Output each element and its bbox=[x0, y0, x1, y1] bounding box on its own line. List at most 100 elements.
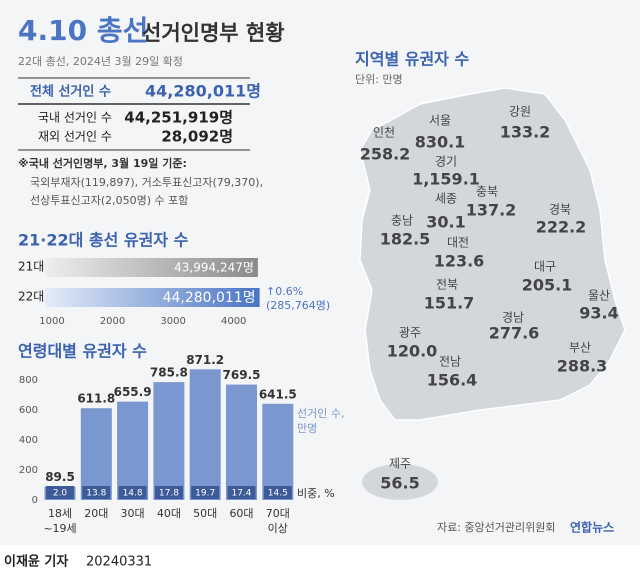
value-label: 655.9 bbox=[114, 385, 152, 399]
share-label: 13.8 bbox=[86, 489, 106, 499]
annotation: ↑0.6% bbox=[266, 285, 303, 298]
y-tick-label: 200 bbox=[19, 465, 38, 476]
value-label: 611.8 bbox=[77, 392, 115, 406]
x-tick-label: 50대 bbox=[193, 507, 218, 520]
y-tick-label: 400 bbox=[19, 435, 38, 446]
x-tick-label: 4000 bbox=[221, 316, 246, 327]
annotation: (285,764명) bbox=[266, 299, 330, 312]
region-value: 258.2 bbox=[360, 145, 411, 164]
share-label: 2.0 bbox=[53, 489, 68, 499]
share-box bbox=[82, 486, 111, 499]
y-tick-label: 800 bbox=[19, 375, 38, 386]
category-label: 21대 bbox=[18, 260, 44, 274]
share-label: 17.4 bbox=[231, 489, 251, 499]
region-value: 182.5 bbox=[380, 230, 431, 249]
value-label: 641.5 bbox=[259, 387, 297, 401]
region-name: 경북 bbox=[549, 203, 571, 217]
value-label: 89.5 bbox=[45, 470, 75, 484]
category-label: 22대 bbox=[18, 290, 44, 304]
region-name: 부산 bbox=[569, 341, 591, 355]
x-tick-label: 1000 bbox=[39, 316, 64, 327]
logo: 연합뉴스 bbox=[570, 520, 614, 535]
share-box bbox=[227, 486, 256, 499]
region-name: 전북 bbox=[436, 278, 458, 292]
region-value: 133.2 bbox=[500, 123, 551, 142]
region-name: 경기 bbox=[435, 155, 457, 169]
region-name: 인천 bbox=[373, 125, 395, 140]
bar bbox=[117, 401, 149, 500]
map-unit: 단위: 만명 bbox=[355, 73, 403, 86]
bar bbox=[262, 403, 294, 500]
value-label: 44,280,011명 bbox=[163, 290, 256, 306]
legend-label: 선거인 수, 만명 bbox=[297, 407, 345, 435]
x-tick-label: 70대 이상 bbox=[265, 507, 290, 535]
x-tick-label: 40대 bbox=[156, 507, 181, 520]
region-value: 1,159.1 bbox=[412, 170, 480, 189]
region-name: 경남 bbox=[502, 311, 524, 325]
bar bbox=[153, 382, 185, 500]
date: 20240331 bbox=[86, 555, 152, 570]
x-tick-label: 30대 bbox=[120, 507, 145, 520]
share-label: 14.5 bbox=[268, 489, 288, 499]
region-value: 156.4 bbox=[427, 371, 478, 390]
region-value: 123.6 bbox=[434, 252, 485, 271]
bar bbox=[226, 384, 257, 500]
region-name: 충남 bbox=[391, 214, 413, 228]
share-label: 17.8 bbox=[159, 489, 179, 499]
source: 자료: 중앙선거관리위원회 bbox=[437, 521, 556, 534]
map-shape bbox=[359, 87, 626, 421]
region-value: 137.2 bbox=[466, 201, 517, 220]
region-value: 56.5 bbox=[380, 474, 419, 493]
share-box bbox=[154, 486, 183, 499]
bar bbox=[45, 288, 260, 307]
share-box bbox=[263, 486, 292, 499]
summary-label: 국내 선거인 수 bbox=[38, 111, 112, 125]
region-name: 광주 bbox=[399, 326, 421, 340]
bar bbox=[80, 408, 112, 500]
region-name: 대구 bbox=[534, 260, 556, 274]
region-value: 30.1 bbox=[426, 213, 465, 232]
y-tick-label: 600 bbox=[19, 405, 38, 416]
summary-value: 44,280,011명 bbox=[145, 82, 261, 101]
region-value: 93.4 bbox=[579, 304, 618, 323]
map-title: 지역별 유권자 수 bbox=[355, 50, 469, 69]
x-tick-label: 18세 ~19세 bbox=[43, 507, 77, 535]
share-label: 19.7 bbox=[195, 489, 215, 499]
note: 선상투표신고자(2,050명) 수 포함 bbox=[30, 194, 188, 207]
value-label: 871.2 bbox=[186, 353, 224, 367]
region-value: 288.3 bbox=[557, 357, 608, 376]
x-tick-label: 20대 bbox=[84, 507, 109, 520]
note: ※국내 선거인명부, 3월 19일 기준: bbox=[18, 156, 187, 170]
summary-label: 전체 선거인 수 bbox=[30, 84, 111, 100]
bar bbox=[189, 369, 221, 500]
region-value: 277.6 bbox=[489, 324, 540, 343]
author: 이재윤 기자 bbox=[4, 554, 68, 570]
region-name: 대전 bbox=[447, 236, 469, 250]
region-value: 205.1 bbox=[522, 276, 573, 295]
title-main: 4.10 총선 bbox=[18, 14, 148, 47]
summary-label: 재외 선거인 수 bbox=[38, 130, 112, 144]
chart-title: 연령대별 유권자 수 bbox=[18, 342, 147, 361]
legend-label: 비중, % bbox=[297, 487, 335, 500]
region-name: 울산 bbox=[588, 289, 610, 303]
region-name: 서울 bbox=[429, 114, 451, 128]
region-value: 120.0 bbox=[387, 342, 438, 361]
x-tick-label: 3000 bbox=[160, 316, 185, 327]
share-box bbox=[46, 486, 74, 499]
region-name: 강원 bbox=[509, 105, 531, 119]
region-name: 전남 bbox=[439, 355, 461, 369]
bar bbox=[45, 258, 258, 277]
y-tick-label: 0 bbox=[32, 495, 38, 506]
region-value: 222.2 bbox=[536, 218, 587, 237]
title: 선거인명부 현황 bbox=[142, 21, 285, 45]
subtitle: 22대 총선, 2024년 3월 29일 확정 bbox=[18, 54, 183, 68]
share-box bbox=[118, 486, 147, 499]
region-name: 제주 bbox=[389, 457, 411, 471]
note: 국외부재자(119,897), 거소투표신고자(79,370), bbox=[30, 176, 263, 189]
summary-value: 44,251,919명 bbox=[124, 109, 233, 127]
share-label: 14.8 bbox=[123, 489, 143, 499]
region-value: 151.7 bbox=[424, 294, 475, 313]
x-tick-label: 2000 bbox=[100, 316, 125, 327]
